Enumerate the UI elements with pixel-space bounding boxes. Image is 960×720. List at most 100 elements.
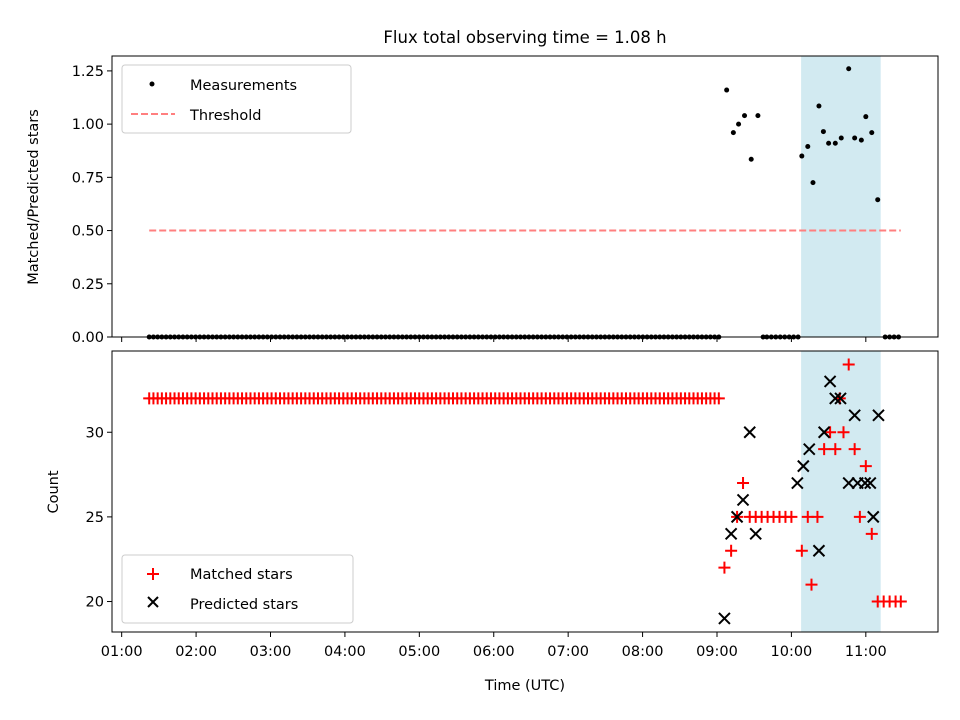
matched-star-marker xyxy=(865,527,878,540)
x-tick-label: 07:00 xyxy=(547,644,589,660)
predicted-star-marker xyxy=(812,544,826,557)
measurement-point xyxy=(810,180,816,186)
matched-star-marker xyxy=(824,426,837,439)
measurement-point xyxy=(816,103,822,109)
measurement-point xyxy=(852,135,858,141)
x-tick-label: 09:00 xyxy=(696,644,738,660)
shaded-span xyxy=(801,56,881,337)
chart-title: Flux total observing time = 1.08 h xyxy=(383,28,666,47)
predicted-star-marker xyxy=(858,476,872,490)
top-y-axis: 0.00 0.25 0.50 0.75 1.00 1.25 xyxy=(72,64,112,346)
measurement-point xyxy=(755,113,761,119)
bottom-y-axis-label: Count xyxy=(46,470,62,513)
legend-predicted-marker xyxy=(147,596,159,608)
x-tick-label: 06:00 xyxy=(473,644,515,660)
y-tick-label: 20 xyxy=(86,595,104,611)
top-plot-frame xyxy=(111,55,939,338)
matched-star-marker xyxy=(818,443,831,456)
measurement-point xyxy=(724,87,730,93)
measurement-point xyxy=(846,66,852,72)
matched-star-marker xyxy=(811,510,824,523)
bottom-legend-box xyxy=(121,554,354,624)
bottom-legend: Matched stars Predicted stars xyxy=(121,554,354,624)
x-tick-label: 10:00 xyxy=(771,644,813,660)
predicted-star-marker xyxy=(803,442,816,456)
predicted-star-marker xyxy=(749,527,762,541)
top-y-axis-label: Matched/Predicted stars xyxy=(26,109,42,285)
bottom-y-axis: 20 25 30 xyxy=(86,425,112,611)
y-tick-label: 1.00 xyxy=(72,117,104,133)
matched-stars-points xyxy=(143,358,907,608)
y-tick-label: 30 xyxy=(86,425,104,441)
matched-star-marker xyxy=(712,392,725,405)
top-legend: Measurements Threshold xyxy=(121,64,352,134)
y-tick-label: 0.25 xyxy=(72,277,104,293)
predicted-star-marker xyxy=(867,510,880,524)
predicted-star-marker xyxy=(718,612,731,625)
x-tick-label: 02:00 xyxy=(175,644,217,660)
matched-star-marker xyxy=(829,443,842,456)
measurement-point xyxy=(820,129,826,135)
legend-measurements-label: Measurements xyxy=(190,78,297,94)
predicted-star-marker xyxy=(864,476,877,490)
top-legend-box xyxy=(121,64,352,134)
predicted-star-marker xyxy=(834,392,847,405)
bottom-plot-frame xyxy=(111,350,939,633)
legend-predicted-label: Predicted stars xyxy=(190,597,298,613)
matched-star-marker xyxy=(848,443,861,456)
predicted-star-marker xyxy=(791,476,804,490)
measurement-point xyxy=(869,130,875,136)
matched-star-marker xyxy=(837,426,850,439)
y-tick-label: 25 xyxy=(86,510,104,526)
measurement-point xyxy=(730,130,736,136)
legend-threshold-label: Threshold xyxy=(189,108,261,124)
matched-star-marker xyxy=(805,578,818,591)
top-shaded-span xyxy=(801,56,881,337)
legend-matched-label: Matched stars xyxy=(190,567,293,583)
measurement-point xyxy=(863,114,869,120)
y-tick-label: 1.25 xyxy=(72,64,104,80)
measurement-point xyxy=(742,113,748,119)
matched-star-marker xyxy=(785,510,798,523)
measurement-point xyxy=(805,143,811,149)
measurement-point xyxy=(832,140,838,146)
x-tick-label: 04:00 xyxy=(324,644,366,660)
bottom-panel: 20 25 30 01:00 02:00 03:00 04:00 05:00 06:00 07:… xyxy=(46,350,939,694)
predicted-stars-points xyxy=(718,375,885,625)
predicted-star-marker xyxy=(872,409,885,422)
top-x-ticks xyxy=(121,337,867,342)
matched-star-marker xyxy=(894,595,907,608)
measurement-point xyxy=(838,135,844,141)
predicted-star-marker xyxy=(743,426,756,439)
x-tick-label: 05:00 xyxy=(398,644,440,660)
predicted-star-marker xyxy=(797,459,810,473)
matched-star-marker xyxy=(859,460,872,473)
x-tick-label: 08:00 xyxy=(622,644,664,660)
matched-star-marker xyxy=(842,358,855,371)
matched-star-marker xyxy=(795,544,808,557)
measurement-point xyxy=(799,153,805,159)
y-tick-label: 0.75 xyxy=(72,170,104,186)
predicted-star-marker xyxy=(724,527,738,541)
measurement-point xyxy=(826,140,832,146)
matched-star-marker xyxy=(737,477,750,490)
matched-star-marker xyxy=(725,544,738,557)
bottom-x-axis: 01:00 02:00 03:00 04:00 05:00 06:00 07:00 08:00… xyxy=(101,632,887,660)
predicted-star-marker xyxy=(842,476,855,490)
measurement-point xyxy=(858,137,864,143)
predicted-star-marker xyxy=(736,493,750,507)
x-tick-label: 01:00 xyxy=(101,644,143,660)
legend-matched-marker xyxy=(147,568,159,580)
y-tick-label: 0.00 xyxy=(72,330,104,346)
x-axis-label: Time (UTC) xyxy=(484,678,565,694)
y-tick-label: 0.50 xyxy=(72,224,104,240)
matched-star-marker xyxy=(718,561,731,574)
x-tick-label: 11:00 xyxy=(845,644,887,660)
predicted-star-marker xyxy=(829,392,842,405)
x-tick-label: 03:00 xyxy=(250,644,292,660)
predicted-star-marker xyxy=(823,375,837,388)
legend-measurements-marker xyxy=(149,81,155,87)
predicted-star-marker xyxy=(817,426,831,439)
predicted-star-marker xyxy=(730,510,744,524)
